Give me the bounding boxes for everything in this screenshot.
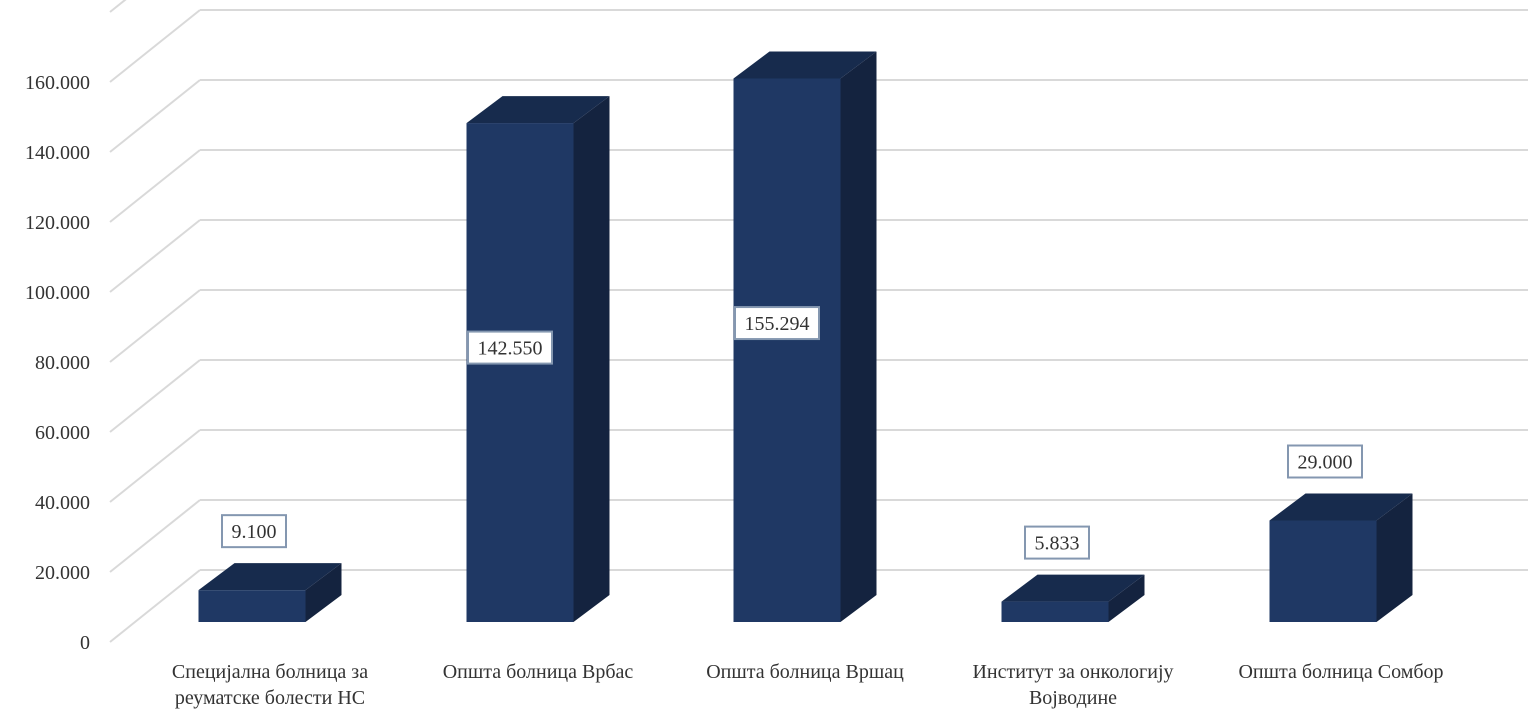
bar	[1001, 574, 1145, 622]
category-label: Институт за онкологију Војводине	[972, 661, 1173, 709]
y-tick-label: 140.000	[25, 142, 90, 164]
y-tick-label: 120.000	[25, 212, 90, 234]
y-tick-label: 160.000	[25, 72, 90, 94]
bar-side-face	[840, 51, 877, 622]
gridline-diagonal	[109, 359, 201, 433]
x-axis-category-labels: Специјална болница за реуматске болести Н…	[172, 661, 1444, 709]
data-label-text: 29.000	[1298, 452, 1353, 474]
data-label-text: 155.294	[745, 313, 810, 335]
bar-side-face	[1376, 493, 1413, 622]
category-label: Општа болница Сомбор	[1238, 661, 1443, 683]
data-label-box	[221, 514, 287, 549]
y-tick-label: 80.000	[35, 352, 90, 374]
y-tick-label: 40.000	[35, 492, 90, 514]
bar-top-face	[466, 96, 610, 124]
bar-top-face	[198, 563, 342, 591]
data-labels: 9.100 142.550 155.294 5.833 29.000	[221, 306, 1363, 560]
bar	[466, 96, 610, 622]
y-tick-label: 100.000	[25, 282, 90, 304]
bar-top-face	[1269, 493, 1413, 521]
bar-side-face	[573, 96, 610, 622]
bar-top-face	[733, 51, 877, 79]
bar-front-face	[1001, 601, 1109, 622]
y-tick-label: 20.000	[35, 562, 90, 584]
bar	[733, 51, 877, 622]
category-label: Специјална болница за реуматске болести Н…	[172, 661, 368, 709]
gridline-diagonal	[109, 79, 201, 153]
gridline-diagonal	[109, 219, 201, 293]
y-tick-label: 0	[80, 632, 90, 654]
data-label-box	[1287, 444, 1363, 479]
data-label-text: 142.550	[478, 338, 543, 360]
gridline-diagonal	[109, 429, 201, 503]
bar-top-face	[1001, 574, 1145, 602]
bar-side-face	[1108, 574, 1145, 622]
gridline-diagonal	[109, 499, 201, 573]
gridline-diagonal	[109, 569, 201, 643]
category-label: Општа болница Вршац	[706, 661, 904, 683]
data-label-text: 5.833	[1035, 533, 1080, 555]
data-label-text: 9.100	[232, 521, 277, 543]
bars	[198, 51, 1413, 622]
data-label: 155.294	[734, 306, 820, 341]
gridline-diagonal	[109, 289, 201, 363]
bar	[198, 563, 342, 622]
bar-front-face	[198, 590, 306, 622]
bar-front-face	[466, 123, 574, 622]
data-label-box	[734, 306, 820, 341]
y-axis-tick-labels: 0 20.000 40.000 60.000 80.000 100.000 120.000 1…	[25, 72, 90, 654]
bar-front-face	[733, 78, 841, 622]
data-label: 5.833	[1024, 525, 1090, 560]
bar-side-face	[305, 563, 342, 622]
data-label: 142.550	[467, 330, 553, 365]
y-tick-label: 60.000	[35, 422, 90, 444]
data-label: 29.000	[1287, 444, 1363, 479]
gridline-diagonal	[109, 149, 201, 223]
bar	[1269, 493, 1413, 622]
data-label-box	[1024, 525, 1090, 560]
data-label-box	[467, 330, 553, 365]
gridline-diagonal	[109, 0, 127, 13]
bar-front-face	[1269, 520, 1377, 622]
data-label: 9.100	[221, 514, 287, 549]
category-label: Општа болница Врбас	[443, 661, 634, 683]
gridline-diagonal	[109, 9, 201, 83]
